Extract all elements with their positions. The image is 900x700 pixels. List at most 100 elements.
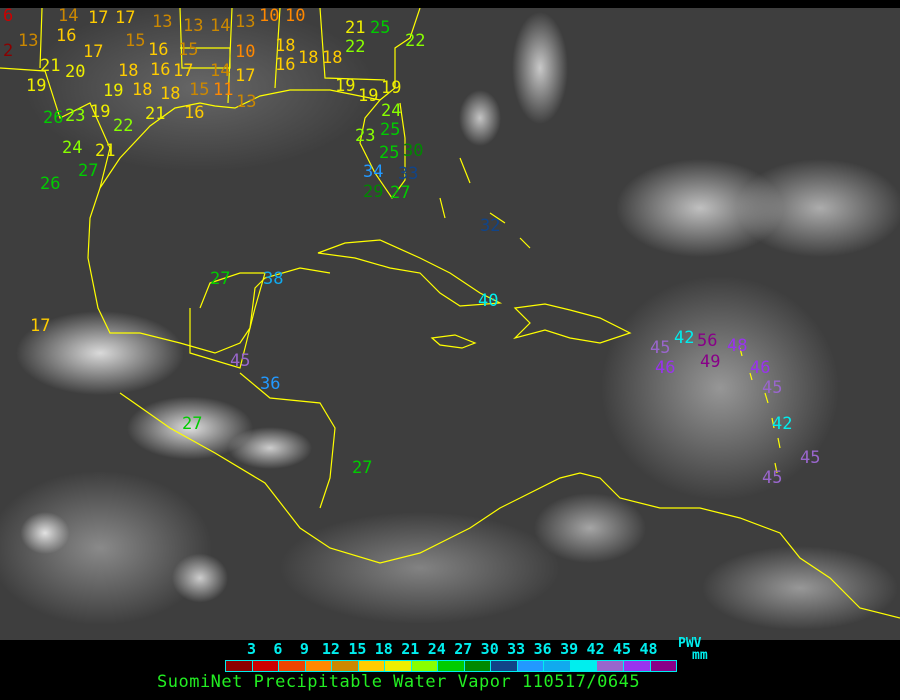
station-pwv-value: 27 [78,161,99,181]
legend-tick: 33 [507,640,526,658]
station-pwv-value: 42 [674,328,695,348]
legend-tick: 18 [374,640,393,658]
station-pwv-value: 15 [178,40,199,60]
cuba [317,239,503,307]
legend-tick: 42 [586,640,605,658]
station-pwv-value: 21 [40,56,61,76]
legend-swatch [411,661,439,671]
station-pwv-value: 6 [3,8,14,26]
legend-color-bar [225,660,677,672]
station-pwv-value: 18 [132,80,153,100]
station-pwv-value: 20 [65,62,86,82]
legend-tick: 9 [299,640,309,658]
texas-louisiana-coast [99,89,381,189]
south-america-coast [519,472,900,619]
state-borders [39,8,386,104]
legend-tick: 27 [454,640,473,658]
bahamas [439,157,531,249]
station-pwv-value: 17 [30,316,51,336]
station-pwv-value: 16 [184,103,205,123]
station-pwv-value: 46 [750,358,771,378]
station-pwv-value: 25 [380,120,401,140]
station-pwv-value: 45 [800,448,821,468]
station-pwv-value: 23 [355,126,376,146]
legend-swatch [305,661,333,671]
station-pwv-value: 18 [118,61,139,81]
legend-swatch [438,661,465,671]
legend-unit: PWV mm [678,636,708,663]
legend-swatch [332,661,359,671]
station-pwv-value: 19 [358,86,379,106]
station-pwv-value: 10 [259,8,280,26]
color-legend: 3 6 9 12 15 18 21 24 27 30 33 36 39 42 45 48 PWV mm Suo… [0,636,900,700]
station-pwv-value: 18 [322,48,343,68]
station-pwv-value: 42 [772,414,793,434]
station-pwv-value: 18 [160,84,181,104]
us-gulf-coast [0,67,331,354]
coastline-overlay [0,8,900,619]
station-pwv-value: 17 [115,8,136,28]
station-pwv-value: 14 [210,16,231,36]
station-pwv-value: 22 [345,37,366,57]
station-pwv-value: 26 [40,174,61,194]
station-pwv-value: 18 [298,48,319,68]
legend-swatch [226,661,253,671]
unit-label: PWV [678,636,702,651]
station-pwv-value: 48 [727,336,748,356]
legend-tick: 45 [613,640,632,658]
station-pwv-value: 27 [182,414,203,434]
jamaica [430,334,477,349]
hispaniola [512,303,632,344]
station-pwv-value: 19 [26,76,47,96]
legend-tick: 48 [639,640,658,658]
station-pwv-value: 38 [263,269,284,289]
unit-mm: mm [692,648,708,663]
station-pwv-value: 56 [697,331,718,351]
station-pwv-value: 40 [478,291,499,311]
legend-swatch [650,661,677,671]
station-pwv-value: 19 [90,102,111,122]
lesser-antilles [739,347,781,474]
station-pwv-value: 21 [95,141,116,161]
legend-swatch [464,661,492,671]
legend-swatch [279,661,306,671]
station-pwv-value: 2 [3,41,14,61]
legend-swatch [385,661,412,671]
legend-tick: 30 [480,640,499,658]
station-pwv-value: 21 [345,18,366,38]
yucatan [189,272,266,369]
station-pwv-value: 10 [235,42,256,62]
station-pwv-value: 17 [88,8,109,28]
station-pwv-value: 26 [43,108,64,128]
legend-tick: 24 [427,640,446,658]
station-pwv-value: 24 [381,101,402,121]
station-pwv-value: 15 [125,31,146,51]
legend-swatch [544,661,571,671]
station-pwv-value: 19 [103,81,124,101]
station-pwv-value: 22 [405,31,426,51]
legend-swatch [252,661,280,671]
station-pwv-value: 27 [352,458,373,478]
station-pwv-value: 16 [275,55,296,75]
station-pwv-value: 25 [370,18,391,38]
station-pwv-value: 13 [183,16,204,36]
station-pwv-value: 33 [398,164,419,184]
legend-swatch [570,661,598,671]
central-america [119,372,521,564]
legend-swatch [597,661,624,671]
station-pwv-value: 22 [113,116,134,136]
station-pwv-value: 13 [18,31,39,51]
station-pwv-value: 45 [230,351,251,371]
station-pwv-value: 25 [379,143,400,163]
florida [359,8,421,200]
station-pwv-value: 21 [145,104,166,124]
station-pwv-value: 49 [700,352,721,372]
station-pwv-value: 19 [381,78,402,98]
station-pwv-value: 18 [275,36,296,56]
station-pwv-value: 24 [62,138,83,158]
station-pwv-value: 19 [335,76,356,96]
station-pwv-value: 46 [655,358,676,378]
legend-tick: 15 [348,640,367,658]
station-pwv-value: 15 [189,80,210,100]
